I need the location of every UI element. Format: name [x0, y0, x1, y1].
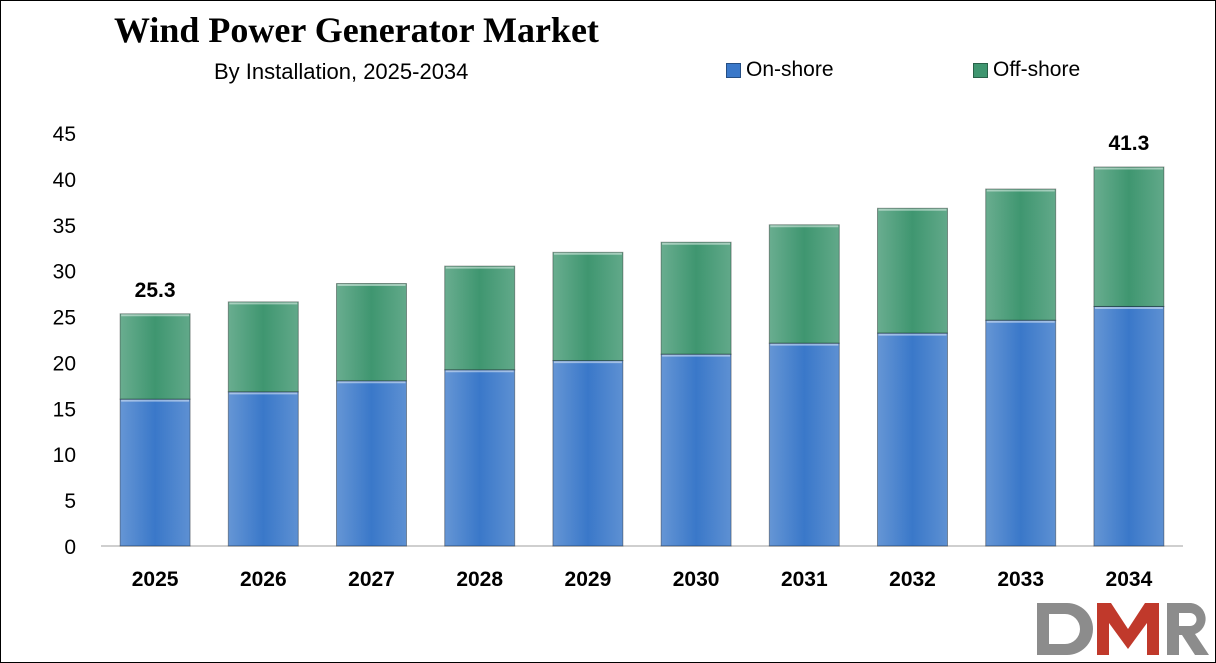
legend-swatch-on-shore: [726, 62, 741, 78]
x-tick-label: 2027: [348, 568, 395, 591]
bar-off-shore-2032: [877, 207, 948, 334]
bar-on-shore-2033: [985, 319, 1057, 547]
y-tick-label: 0: [64, 536, 76, 559]
bar-on-shore-2030: [660, 353, 732, 547]
bar-off-shore-2027: [336, 283, 407, 382]
bar-off-shore-2031: [768, 224, 840, 344]
bar-on-shore-2029: [552, 360, 624, 547]
y-tick-label: 15: [53, 398, 76, 421]
x-tick-label: 2026: [240, 568, 287, 591]
y-tick-label: 25: [53, 307, 76, 330]
bar-on-shore-2028: [444, 369, 516, 547]
bar-off-shore-2033: [985, 188, 1057, 321]
y-tick-label: 45: [53, 123, 76, 146]
bar-on-shore-2025: [119, 398, 191, 547]
bar-on-shore-2032: [877, 332, 948, 547]
y-tick-label: 35: [53, 215, 76, 238]
bar-on-shore-2034: [1093, 305, 1165, 547]
x-tick-label: 2025: [132, 568, 179, 591]
y-tick-label: 30: [53, 261, 76, 284]
y-tick-label: 40: [53, 169, 76, 192]
legend-swatch-off-shore: [973, 62, 988, 78]
dmr-logo: [1037, 603, 1209, 655]
x-tick-label: 2032: [889, 568, 936, 591]
bar-on-shore-2031: [768, 342, 840, 547]
chart-title: Wind Power Generator Market: [114, 10, 599, 50]
bar-off-shore-2026: [227, 301, 299, 393]
data-label-2034: 41.3: [1108, 132, 1149, 155]
bar-off-shore-2030: [660, 241, 732, 355]
bar-off-shore-2034: [1093, 166, 1165, 307]
legend-label-off-shore: Off-shore: [993, 58, 1081, 81]
x-tick-label: 2028: [456, 568, 503, 591]
x-tick-label: 2034: [1106, 568, 1153, 591]
data-label-2025: 25.3: [135, 279, 176, 302]
legend-label-on-shore: On-shore: [746, 58, 834, 81]
legend-item-on-shore: On-shore: [726, 57, 834, 83]
y-tick-label: 20: [53, 352, 76, 375]
y-tick-label: 5: [64, 490, 76, 513]
bar-on-shore-2027: [336, 380, 407, 547]
bar-off-shore-2029: [552, 251, 624, 362]
x-tick-label: 2030: [673, 568, 720, 591]
x-tick-label: 2029: [565, 568, 612, 591]
bar-off-shore-2028: [444, 265, 516, 371]
y-tick-label: 10: [53, 444, 76, 467]
x-tick-label: 2031: [781, 568, 828, 591]
chart-subtitle: By Installation, 2025-2034: [214, 59, 469, 84]
x-tick-label: 2033: [997, 568, 1044, 591]
bar-on-shore-2026: [227, 391, 299, 547]
bar-off-shore-2025: [119, 313, 191, 400]
legend-item-off-shore: Off-shore: [973, 57, 1080, 83]
